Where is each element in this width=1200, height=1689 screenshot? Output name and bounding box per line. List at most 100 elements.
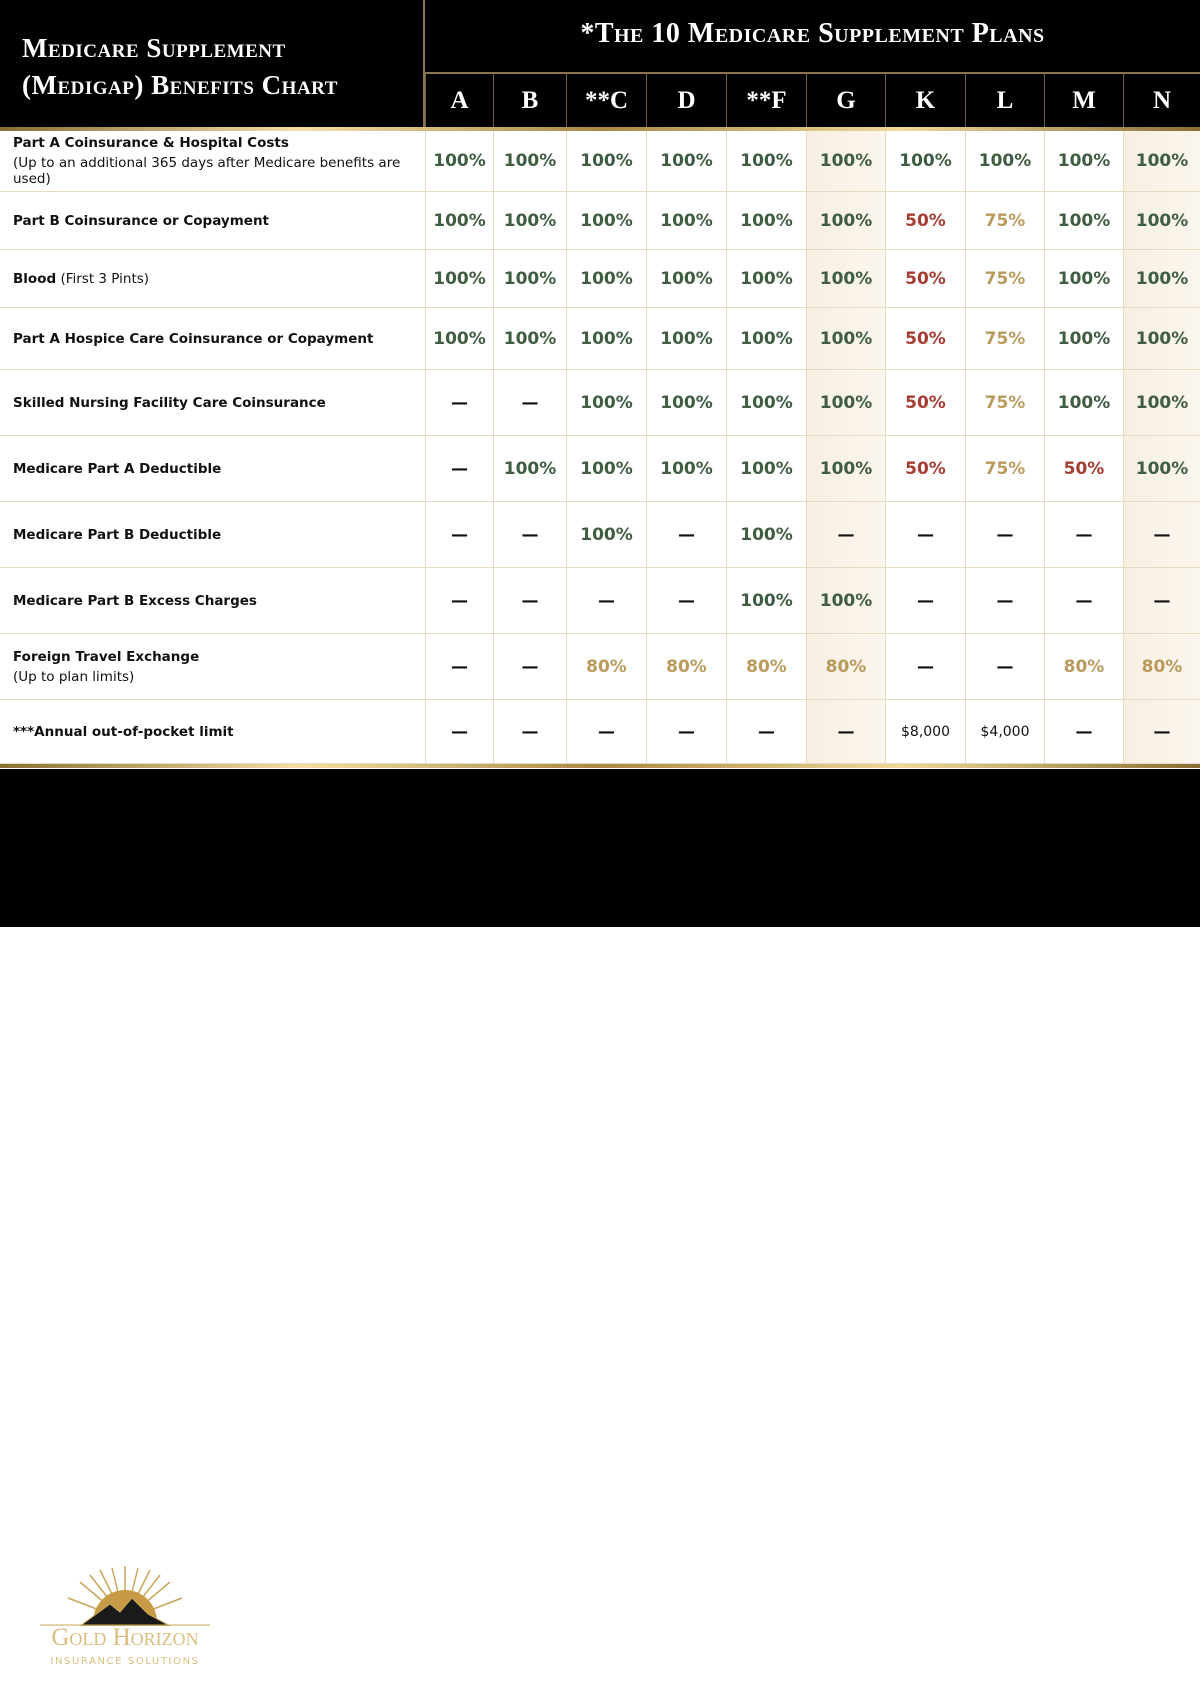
column-shade — [806, 370, 885, 435]
plan-header: L — [965, 74, 1044, 128]
cell: 100% — [1044, 250, 1123, 307]
column-shade — [1123, 192, 1200, 249]
note: **Plan C and F Availability: Plan C and … — [435, 1593, 1155, 1625]
note: *** Plan N Pays 100% of the Part B coins… — [435, 1641, 1155, 1673]
column-shade — [806, 634, 885, 699]
header: Medicare Supplement (Medigap) Benefits Ch… — [0, 0, 1200, 128]
cell: 100% — [566, 502, 646, 567]
cell: 100% — [806, 308, 885, 369]
cell: — — [493, 700, 566, 763]
cell: — — [806, 502, 885, 567]
column-shade — [1123, 634, 1200, 699]
label-text: Part A Hospice Care Coinsurance or Copay… — [13, 330, 374, 347]
plan-header: M — [1044, 74, 1123, 128]
cell: 100% — [885, 131, 965, 191]
footer: Gold Horizon Insurance Solutions *Import… — [0, 769, 1200, 1671]
table-row: Skilled Nursing Facility Care Coinsuranc… — [0, 370, 1200, 436]
label-line: Foreign Travel Exchange — [13, 649, 423, 665]
table-row: Part A Coinsurance & Hospital Costs (Up t… — [0, 131, 1200, 192]
cell: 50% — [1044, 436, 1123, 501]
cell: 100% — [566, 436, 646, 501]
cell: 100% — [726, 502, 806, 567]
cell: 80% — [806, 634, 885, 699]
label-line: Skilled Nursing Facility Care Coinsuranc… — [13, 395, 423, 411]
table-row: Medicare Part B Excess Charges — — — —100% 10… — [0, 568, 1200, 634]
cell: 100% — [425, 308, 493, 369]
cell: 100% — [646, 308, 726, 369]
cell: 100% — [646, 131, 726, 191]
cell: 50% — [885, 308, 965, 369]
label-text: ***Annual out-of-pocket limit — [13, 723, 234, 740]
label-text: Medicare Part B Deductible — [13, 526, 222, 543]
cell: 100% — [806, 192, 885, 249]
cell: — — [425, 370, 493, 435]
table-row: Part A Hospice Care Coinsurance or Copay… — [0, 308, 1200, 370]
plan-header: D — [646, 74, 726, 128]
cell: — — [1123, 568, 1200, 633]
cell: 100% — [726, 131, 806, 191]
plan-header: **F — [726, 74, 806, 128]
row-label: Foreign Travel Exchange (Up to plan limit… — [13, 634, 423, 699]
cell: — — [566, 568, 646, 633]
cell: — — [646, 502, 726, 567]
column-shade — [1123, 568, 1200, 633]
plan-header: K — [885, 74, 965, 128]
cell: 80% — [1044, 634, 1123, 699]
cell: 100% — [726, 370, 806, 435]
cell: 100% — [566, 192, 646, 249]
cell: 80% — [566, 634, 646, 699]
cell: — — [965, 634, 1044, 699]
cell: 50% — [885, 192, 965, 249]
cell: 100% — [806, 568, 885, 633]
cell: — — [425, 700, 493, 763]
table-row: Medicare Part A Deductible —100% 100% 100% 1… — [0, 436, 1200, 502]
cell: 100% — [1044, 308, 1123, 369]
logo-name: Gold Horizon — [51, 1624, 199, 1651]
cell: — — [1044, 502, 1123, 567]
cell: 100% — [425, 250, 493, 307]
cell: 75% — [965, 192, 1044, 249]
label-text: Blood — [13, 270, 57, 287]
plan-header: A — [425, 74, 493, 128]
cell: 100% — [1123, 250, 1200, 307]
cell: 75% — [965, 370, 1044, 435]
row-label: Medicare Part B Excess Charges — [13, 568, 423, 633]
cell: 100% — [1044, 131, 1123, 191]
label-line: Medicare Part B Deductible — [13, 527, 423, 543]
cell: — — [425, 502, 493, 567]
plans-title: *The 10 Medicare Supplement Plans — [580, 18, 1045, 49]
label-text: Medicare Part B Excess Charges — [13, 592, 257, 609]
logo-tagline: Insurance Solutions — [50, 1656, 200, 1667]
cell: 100% — [726, 568, 806, 633]
cell: — — [1044, 568, 1123, 633]
title-line: (Medigap) Benefits Chart — [22, 70, 338, 100]
table-row: Medicare Part B Deductible — —100% —100% — — —… — [0, 502, 1200, 568]
cell: 100% — [646, 192, 726, 249]
cell: — — [1123, 502, 1200, 567]
cell: 50% — [885, 250, 965, 307]
cell: 75% — [965, 308, 1044, 369]
cell: $8,000 — [885, 700, 965, 763]
cell: — — [425, 436, 493, 501]
column-shade — [1123, 700, 1200, 763]
cell: — — [1044, 700, 1123, 763]
cell: — — [885, 568, 965, 633]
plan-header: N — [1123, 74, 1200, 128]
cell: — — [965, 502, 1044, 567]
column-shade — [1123, 131, 1200, 191]
column-shade — [806, 436, 885, 501]
note-lead: *Important Clarification: — [435, 1546, 587, 1559]
cell: — — [493, 370, 566, 435]
cell: 100% — [726, 250, 806, 307]
chart-title: Medicare Supplement (Medigap) Benefits Ch… — [22, 30, 338, 104]
gold-rule — [0, 127, 1200, 131]
table-row: Part B Coinsurance or Copayment 100% 100% 1… — [0, 192, 1200, 250]
note-lead: **Plan C and F Availability: — [435, 1594, 602, 1607]
plan-header: G — [806, 74, 885, 128]
label-detail: (Up to an additional 365 days after Medi… — [13, 155, 401, 187]
cell: 100% — [806, 436, 885, 501]
title-line: Medicare Supplement — [22, 33, 286, 63]
notes: *Important Clarification: All plans show… — [435, 1545, 1155, 1689]
column-shade — [1123, 502, 1200, 567]
